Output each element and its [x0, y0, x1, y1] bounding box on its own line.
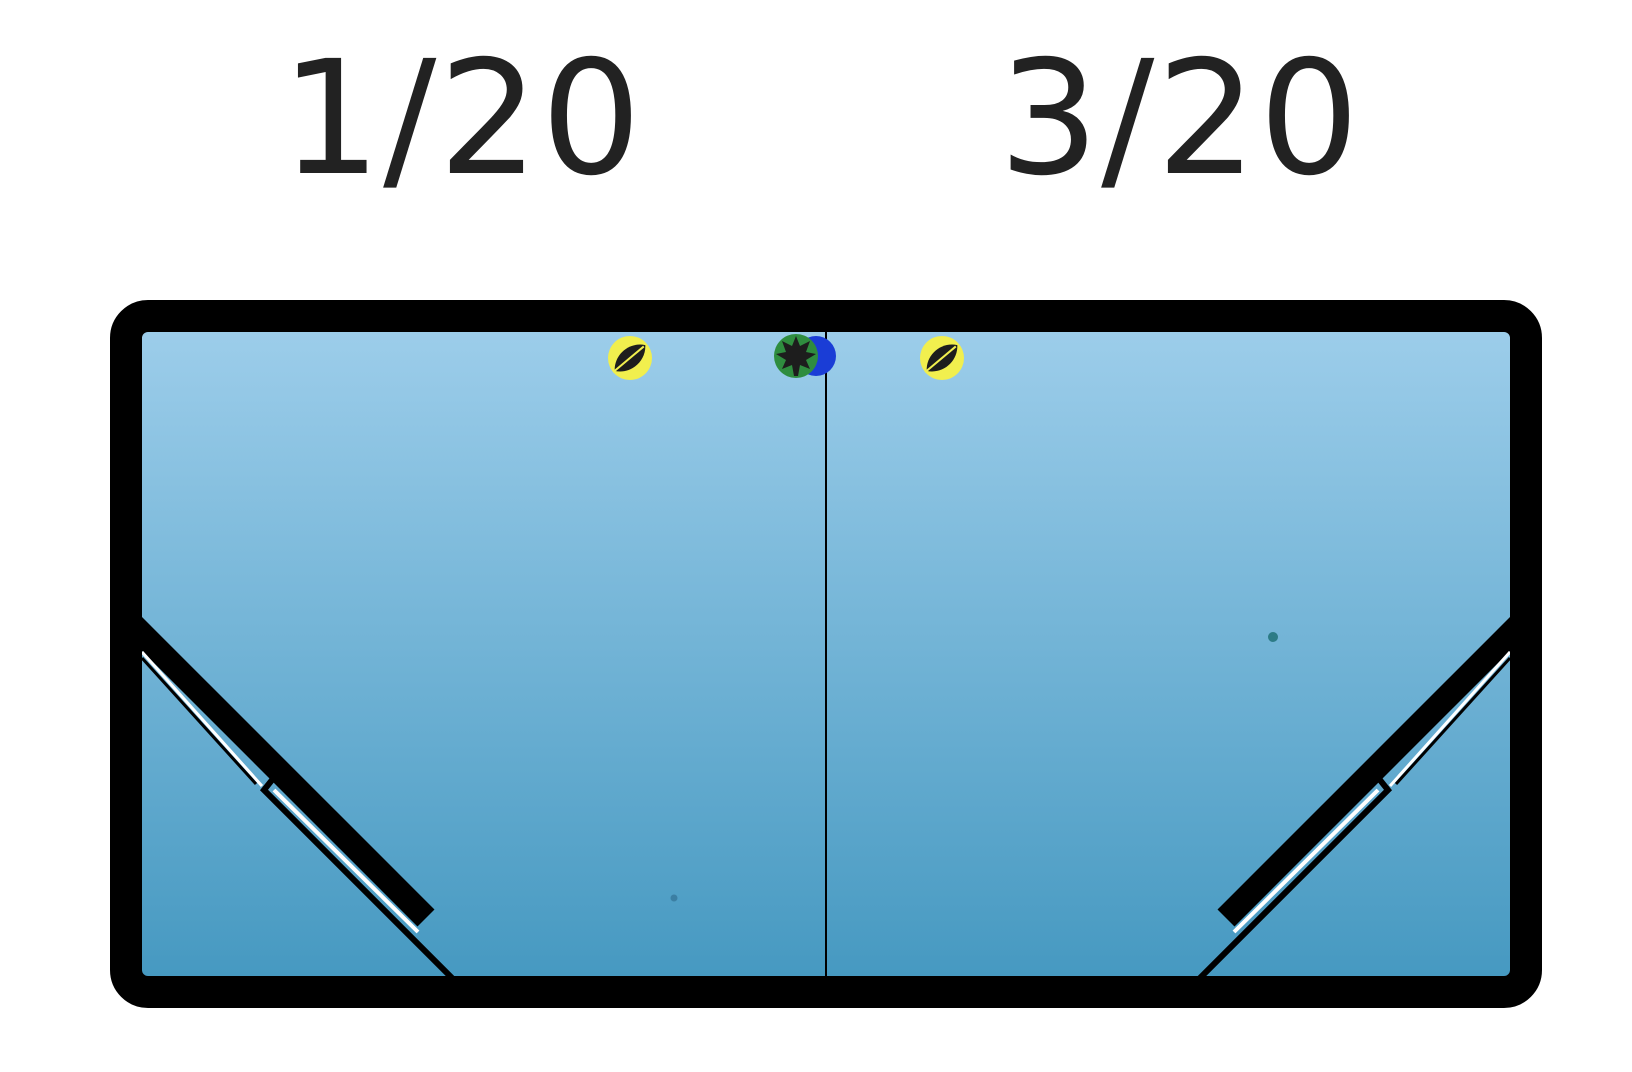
left-flipper-highlight: [272, 788, 420, 934]
left-lower-rail: [142, 656, 258, 786]
right-leaf-token: [920, 336, 964, 380]
left-player-score: 1/20: [280, 27, 644, 211]
center-maple-token: [774, 334, 836, 378]
left-ramp-wall: [142, 617, 435, 927]
right-particle: [1268, 632, 1278, 642]
right-lower-rail: [1394, 656, 1510, 786]
leaf-icon: [612, 344, 646, 373]
right-flipper-highlight: [1232, 788, 1380, 934]
right-player-score: 3/20: [998, 27, 1362, 211]
left-flipper: [259, 778, 455, 976]
left-leaf-token: [608, 336, 652, 380]
right-ramp-wall: [1217, 617, 1510, 927]
left-guide-rail: [142, 650, 264, 788]
leaf-icon: [924, 344, 958, 373]
right-flipper: [1197, 778, 1393, 976]
left-particle: [670, 894, 678, 902]
right-guide-rail: [1388, 650, 1510, 788]
maple-leaf-icon: [776, 336, 816, 376]
arena-frame: [110, 300, 1542, 1008]
